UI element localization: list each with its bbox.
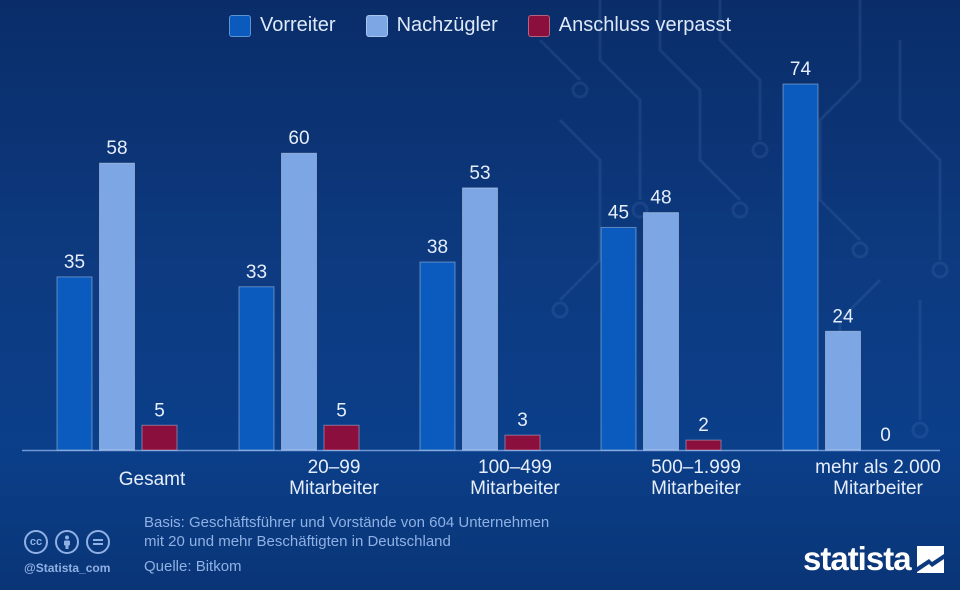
data-label-2-2: 3 xyxy=(517,410,528,431)
category-label-2-1: Mitarbeiter xyxy=(470,478,560,499)
data-label-4-0: 74 xyxy=(790,59,812,80)
legend-swatch-nachzuegler xyxy=(365,14,388,37)
footer-source: Quelle: Bitkom xyxy=(144,558,242,575)
legend-swatch-vorreiter xyxy=(228,14,251,37)
data-label-1-0: 33 xyxy=(246,262,267,283)
data-label-4-1: 24 xyxy=(832,306,854,327)
legend-label-anschluss-verpasst: Anschluss verpasst xyxy=(558,14,732,36)
statista-brand[interactable]: statista xyxy=(803,540,944,578)
bar-vorreiter-3 xyxy=(600,226,637,451)
bar-anschluss-verpasst-1 xyxy=(323,424,360,451)
cc-icon[interactable]: cc xyxy=(24,530,48,554)
category-label-0-0: Gesamt xyxy=(119,469,186,490)
bar-nachzügler-2 xyxy=(462,187,498,451)
category-label-1-0: 20–99 xyxy=(308,457,361,478)
bar-anschluss-verpasst-2 xyxy=(504,434,541,451)
bar-nachzügler-0 xyxy=(99,162,135,451)
legend-label-nachzuegler: Nachzügler xyxy=(396,14,498,36)
category-label-4-1: Mitarbeiter xyxy=(833,478,923,499)
bar-vorreiter-0 xyxy=(56,276,93,451)
bar-nachzügler-1 xyxy=(281,152,317,451)
legend-swatch-anschluss-verpasst xyxy=(527,14,550,37)
category-label-1-1: Mitarbeiter xyxy=(289,478,379,499)
category-label-3-1: Mitarbeiter xyxy=(651,478,741,499)
bar-anschluss-verpasst-0 xyxy=(141,424,178,451)
statista-logo-icon xyxy=(916,545,944,573)
data-label-0-2: 5 xyxy=(154,400,165,421)
category-label-4-0: mehr als 2.000 xyxy=(815,457,941,478)
chart-legend: Vorreiter Nachzügler Anschluss verpasst xyxy=(0,14,960,37)
no-derivatives-icon[interactable] xyxy=(86,530,110,554)
basis-line-1: Basis: Geschäftsführer und Vorstände von… xyxy=(144,514,550,531)
bar-nachzügler-4 xyxy=(825,330,861,451)
category-label-3-0: 500–1.999 xyxy=(651,457,741,478)
data-label-0-0: 35 xyxy=(64,252,85,273)
legend-item-anschluss-verpasst: Anschluss verpasst xyxy=(527,14,732,37)
data-label-3-1: 48 xyxy=(650,188,671,209)
data-label-3-2: 2 xyxy=(698,415,709,436)
attribution-icon[interactable] xyxy=(55,530,79,554)
legend-item-nachzuegler: Nachzügler xyxy=(365,14,498,37)
category-label-2-0: 100–499 xyxy=(478,457,552,478)
data-label-0-1: 58 xyxy=(106,138,127,159)
bar-vorreiter-2 xyxy=(419,261,456,451)
bar-vorreiter-4 xyxy=(782,83,819,451)
data-label-1-1: 60 xyxy=(288,128,309,149)
license-icons: cc xyxy=(24,530,110,554)
basis-line-2: mit 20 und mehr Beschäftigten in Deutsch… xyxy=(144,533,451,550)
data-label-4-2: 0 xyxy=(880,425,891,446)
statista-handle[interactable]: @Statista_com xyxy=(24,561,111,575)
data-label-1-2: 5 xyxy=(336,400,347,421)
bar-anschluss-verpasst-3 xyxy=(685,439,722,451)
brand-wordmark: statista xyxy=(803,540,912,577)
data-label-3-0: 45 xyxy=(608,202,629,223)
legend-item-vorreiter: Vorreiter xyxy=(228,14,336,37)
footer-basis: Basis: Geschäftsführer und Vorstände von… xyxy=(144,513,549,551)
legend-label-vorreiter: Vorreiter xyxy=(259,14,336,36)
data-label-2-0: 38 xyxy=(427,237,448,258)
data-label-2-1: 53 xyxy=(469,163,490,184)
bar-nachzügler-3 xyxy=(643,212,679,451)
bar-vorreiter-1 xyxy=(238,286,275,451)
